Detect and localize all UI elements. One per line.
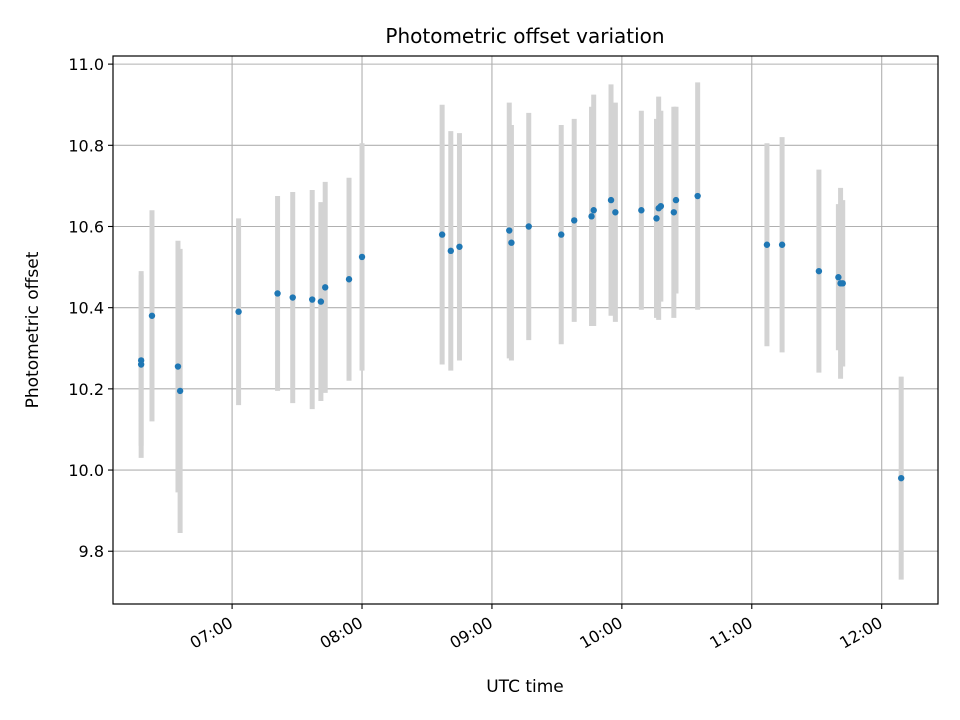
y-tick-label: 10.2 (68, 380, 104, 399)
y-tick-label: 10.6 (68, 217, 104, 236)
data-point (558, 231, 565, 238)
data-point (590, 207, 597, 214)
data-point (176, 387, 184, 395)
data-point (309, 296, 316, 303)
data-point (607, 196, 615, 204)
data-point (289, 294, 296, 301)
data-point (148, 312, 156, 319)
data-point (672, 196, 680, 204)
data-point (694, 192, 701, 200)
data-point (815, 267, 823, 275)
data-point (456, 243, 463, 250)
y-tick-label: 10.0 (68, 461, 104, 480)
data-point (670, 209, 678, 216)
data-point (588, 213, 595, 220)
data-point (447, 247, 454, 255)
data-point (322, 284, 329, 291)
plot-frame (112, 55, 939, 605)
data-point (508, 239, 515, 246)
data-point (506, 227, 513, 234)
y-tick-label: 10.8 (68, 136, 104, 155)
data-point (137, 361, 145, 368)
data-point (317, 298, 325, 305)
chart-title: Photometric offset variation (385, 24, 664, 48)
data-point (835, 274, 842, 281)
y-tick-label: 9.8 (79, 542, 104, 561)
data-point (612, 209, 619, 216)
data-point (653, 215, 660, 222)
data-point (274, 290, 281, 297)
data-point (345, 276, 353, 283)
data-point (174, 363, 182, 370)
data-point (638, 207, 645, 214)
y-axis-title: Photometric offset (23, 251, 43, 408)
y-tick-label: 11.0 (68, 55, 104, 74)
data-point (235, 308, 242, 315)
data-point (897, 474, 905, 482)
data-point (657, 202, 665, 210)
data-point (763, 241, 771, 248)
point-layer (137, 192, 905, 482)
data-point (438, 231, 446, 238)
x-axis-title: UTC time (486, 677, 564, 697)
data-point (778, 241, 786, 248)
data-point (358, 253, 366, 261)
data-point (525, 223, 532, 230)
data-point (839, 280, 846, 287)
data-point (571, 217, 578, 224)
y-tick-label: 10.4 (68, 299, 104, 318)
